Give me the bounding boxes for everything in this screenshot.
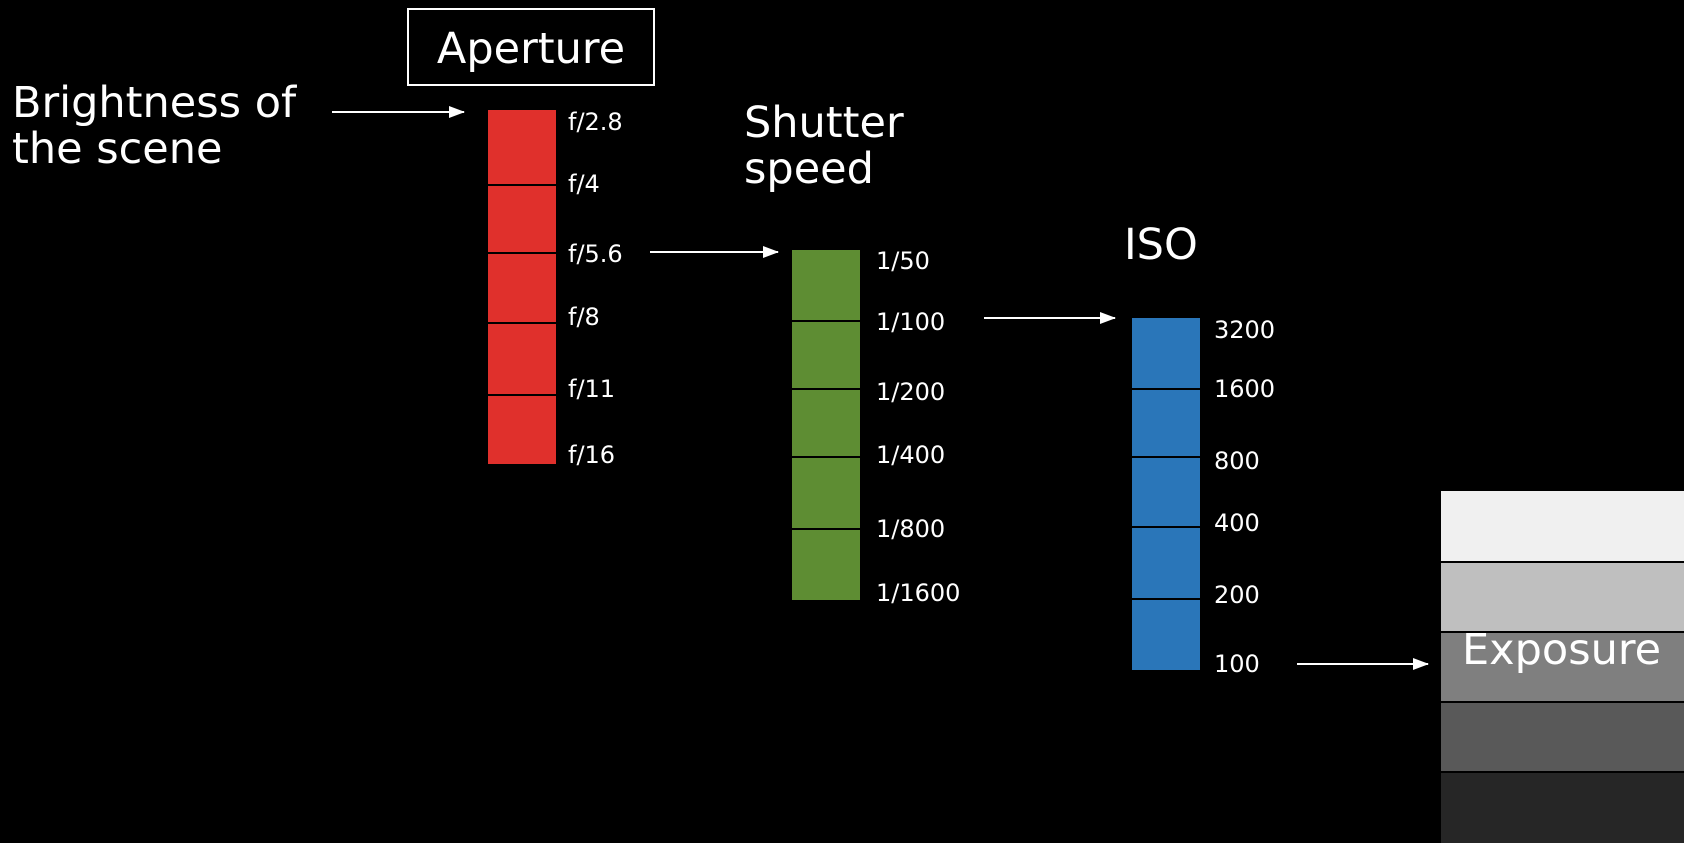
aperture-tick: f/16 (568, 441, 616, 469)
brightness-label-line1: Brightness of (12, 78, 297, 128)
iso-segment (1132, 388, 1200, 456)
aperture-tick: f/5.6 (568, 240, 623, 268)
aperture-title: Aperture (407, 8, 655, 86)
exposure-shade (1441, 701, 1684, 771)
shutter-tick: 1/50 (876, 247, 930, 275)
aperture-segment (488, 322, 556, 394)
shutter-segment (792, 388, 860, 456)
iso-segment (1132, 526, 1200, 598)
iso-tick: 100 (1214, 650, 1260, 678)
exposure-shade (1441, 631, 1684, 701)
exposure-label: Exposure (1462, 625, 1662, 675)
shutter-tick: 1/200 (876, 378, 946, 406)
aperture-segment (488, 184, 556, 252)
shutter-tick: 1/800 (876, 515, 946, 543)
aperture-scale (488, 110, 556, 464)
iso-tick: 1600 (1214, 375, 1276, 403)
iso-tick: 3200 (1214, 316, 1276, 344)
aperture-segment (488, 110, 556, 184)
aperture-tick: f/11 (568, 375, 616, 403)
shutter-segment (792, 528, 860, 600)
iso-segment (1132, 456, 1200, 526)
aperture-tick: f/2.8 (568, 108, 623, 136)
shutter-tick: 1/1600 (876, 579, 961, 607)
shutter-scale (792, 250, 860, 600)
aperture-tick: f/8 (568, 303, 600, 331)
iso-title: ISO (1124, 220, 1198, 270)
shutter-segment (792, 320, 860, 388)
brightness-label: Brightness of the scene (12, 78, 296, 175)
shutter-segment (792, 250, 860, 320)
shutter-title-line2: speed (744, 143, 874, 194)
brightness-label-line2: the scene (12, 123, 223, 174)
iso-tick: 800 (1214, 447, 1260, 475)
shutter-title: Shutter speed (744, 98, 904, 195)
shutter-tick: 1/100 (876, 308, 946, 336)
shutter-tick: 1/400 (876, 441, 946, 469)
aperture-tick: f/4 (568, 170, 600, 198)
exposure-scale (1441, 491, 1684, 843)
iso-scale (1132, 318, 1200, 670)
shutter-segment (792, 456, 860, 528)
exposure-shade (1441, 561, 1684, 631)
exposure-shade (1441, 491, 1684, 561)
aperture-segment (488, 394, 556, 464)
shutter-title-line1: Shutter (744, 98, 904, 148)
iso-segment (1132, 598, 1200, 670)
iso-tick: 400 (1214, 509, 1260, 537)
exposure-shade (1441, 771, 1684, 843)
aperture-segment (488, 252, 556, 322)
iso-tick: 200 (1214, 581, 1260, 609)
iso-segment (1132, 318, 1200, 388)
